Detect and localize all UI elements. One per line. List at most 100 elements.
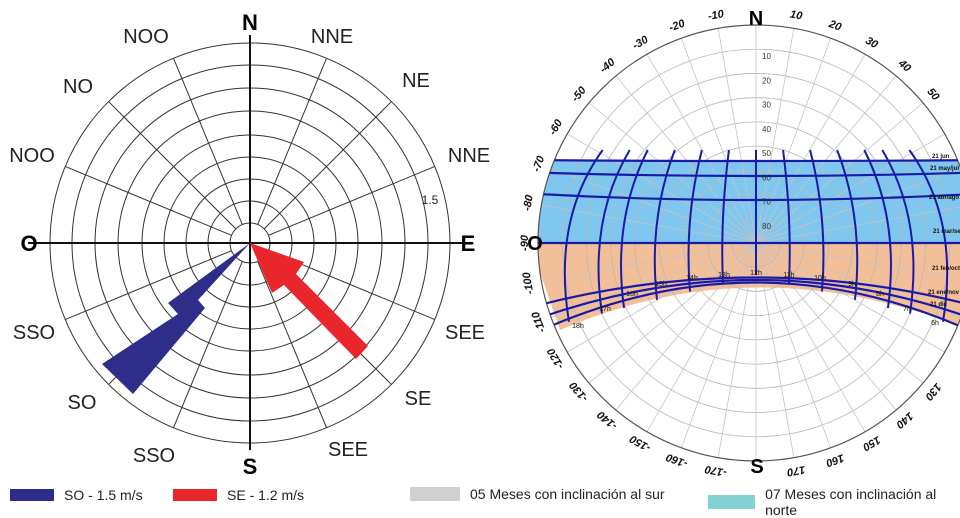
date-label: 21 ene/nov <box>928 290 960 296</box>
legend-item-se: SE - 1.2 m/s <box>173 487 304 503</box>
hour-label: 18h <box>572 323 584 330</box>
wind-rose-spoke <box>65 250 232 320</box>
azimuth-label: 150 <box>860 433 883 453</box>
azimuth-label: -150 <box>627 432 653 454</box>
azimuth-spoke <box>646 54 757 244</box>
azimuth-label: -20 <box>667 17 687 34</box>
label-n: N <box>242 10 258 35</box>
date-label: 21 jun <box>932 154 950 160</box>
hour-label: 14h <box>686 275 698 282</box>
hour-label: 6h <box>931 320 939 327</box>
hour-label: 8h <box>876 291 884 298</box>
azimuth-label: 30 <box>863 35 880 52</box>
azimuth-label: 40 <box>895 57 914 75</box>
hour-label: 17h <box>599 306 611 313</box>
legend-label-so: SO - 1.5 m/s <box>64 487 143 503</box>
label-noo-left: NOO <box>9 145 55 167</box>
date-label: 21 feb/oct <box>932 266 960 272</box>
wind-arrow-se <box>250 243 368 359</box>
legend-item-south-months: 05 Meses con inclinación al sur <box>410 486 665 502</box>
hour-label: 11h <box>783 272 794 279</box>
azimuth-spoke <box>755 75 897 244</box>
legend-swatch-north <box>708 495 756 509</box>
label-see-bottom: SEE <box>328 439 368 461</box>
azimuth-label: 170 <box>785 463 806 478</box>
sun-hour-curves <box>563 149 949 322</box>
azimuth-spoke <box>755 242 945 353</box>
date-label: 21 mar/set <box>933 229 960 235</box>
wind-rose-spoke <box>65 166 232 236</box>
legend-swatch-se <box>173 489 217 501</box>
figure-canvas: N S O E NOO NNE NO NE NOO NNE 1.5 SSO SE… <box>9 8 960 479</box>
azimuth-spoke <box>567 242 757 353</box>
hour-label: 13h <box>718 272 730 279</box>
azimuth-spoke <box>717 242 757 458</box>
wind-rose-spoke <box>257 261 327 428</box>
label-s: S <box>243 454 258 479</box>
sun-hour-curve <box>687 149 703 292</box>
legend-label-north: 07 Meses con inclinación al norte <box>765 486 937 518</box>
altitude-label: 40 <box>762 125 771 134</box>
azimuth-spoke <box>755 38 831 244</box>
legend-label-se: SE - 1.2 m/s <box>227 487 305 503</box>
hour-label: 16h <box>626 291 638 298</box>
label-sso-left: SSO <box>13 322 55 344</box>
azimuth-label: -50 <box>569 84 589 105</box>
altitude-label: 20 <box>762 76 771 85</box>
azimuth-label: 130 <box>922 381 944 403</box>
label-e: E <box>461 231 476 256</box>
sun-date-curve <box>538 281 960 341</box>
date-label: 21 may/jul <box>930 166 959 172</box>
date-label: 21 dic <box>930 302 948 308</box>
azimuth-spoke <box>755 133 945 244</box>
sun-hour-curve <box>563 149 604 322</box>
azimuth-spoke <box>755 242 866 432</box>
azimuth-label: -80 <box>521 193 536 212</box>
sun-hour-curve <box>653 149 676 300</box>
hour-label: 10h <box>814 275 826 282</box>
azimuth-spoke <box>567 133 757 244</box>
azimuth-label: 140 <box>893 409 915 431</box>
label-nne-top: NNE <box>311 26 353 48</box>
wind-rose-spoke <box>108 101 237 230</box>
label-sso-bottom: SSO <box>133 445 175 467</box>
sun-hour-curve <box>620 149 649 309</box>
altitude-labels: 10 20 30 40 50 60 70 80 <box>762 52 771 231</box>
sun-hour-curve <box>809 149 825 292</box>
azimuth-spoke <box>588 102 757 244</box>
label-ne: NE <box>402 70 430 92</box>
sun-label-n: N <box>749 8 763 30</box>
sun-hour-curve <box>721 149 730 284</box>
date-label: 21 abr/ago <box>929 195 959 201</box>
sun-hour-curve <box>782 149 791 284</box>
wind-rose-spoke <box>173 58 243 225</box>
date-labels: 21 jun 21 may/jul 21 abr/ago 21 mar/set 21 f… <box>928 154 960 308</box>
label-se: SE <box>405 388 432 410</box>
altitude-label: 10 <box>762 52 771 61</box>
hour-labels: 18h 17h 16h 15h 14h 13h 12h 11h 10h 9h 8h 7h 6h <box>572 270 939 330</box>
azimuth-label: -160 <box>664 450 690 469</box>
azimuth-spoke <box>717 28 757 244</box>
azimuth-spoke <box>541 204 757 244</box>
azimuth-label: -130 <box>567 379 591 404</box>
sun-label-s: S <box>750 456 763 478</box>
azimuth-label: -140 <box>595 408 620 432</box>
azimuth-label: -30 <box>631 33 652 52</box>
azimuth-spoke <box>755 242 924 384</box>
azimuth-spoke <box>681 38 757 244</box>
azimuth-spoke <box>755 206 960 244</box>
label-no: NO <box>63 76 93 98</box>
south-band <box>538 243 960 330</box>
wind-rose: N S O E NOO NNE NO NE NOO NNE 1.5 SSO SE… <box>9 10 490 479</box>
legend-label-south: 05 Meses con inclinación al sur <box>470 486 665 502</box>
hour-label: 15h <box>655 281 667 288</box>
hour-label: 7h <box>903 306 911 313</box>
hour-label: 9h <box>848 281 856 288</box>
sun-path-diagram: -10-20-30-40-50-60-70-80-90-100-110-120-… <box>519 8 960 478</box>
sun-label-o: O <box>527 233 543 255</box>
azimuth-spoke <box>755 242 795 458</box>
wind-rose-spoke <box>263 101 392 230</box>
label-o: O <box>20 231 37 256</box>
scale-label: 1.5 <box>422 193 439 207</box>
altitude-label: 50 <box>762 149 771 158</box>
